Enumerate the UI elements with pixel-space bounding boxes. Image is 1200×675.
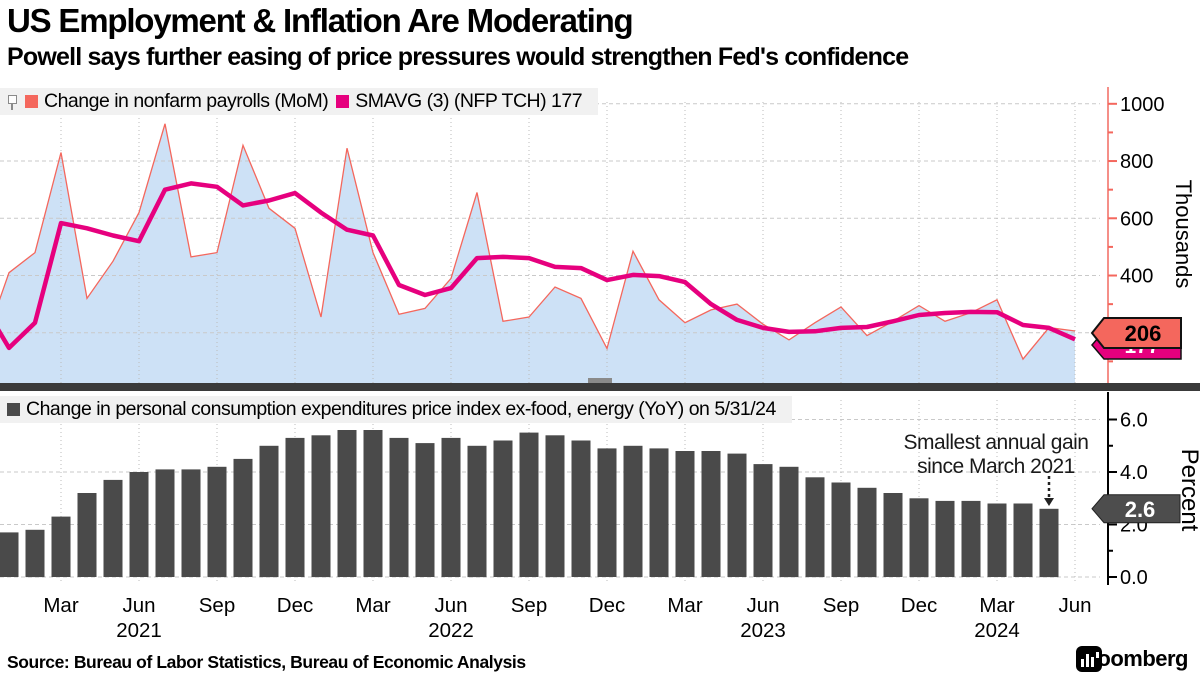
x-axis-month-label: Sep [822, 594, 860, 617]
y-axis-tick-label: 1000 [1120, 94, 1165, 116]
pce-bar [597, 448, 617, 577]
pce-bar [1039, 508, 1059, 578]
payrolls-value-badge-label: 206 [1125, 321, 1162, 346]
source-credit: Source: Bureau of Labor Statistics, Bure… [7, 652, 526, 672]
payrolls-legend-label: Change in nonfarm payrolls (MoM) [44, 90, 329, 112]
pce-bar [207, 466, 227, 578]
payrolls-value-badge [1090, 317, 1182, 349]
pce-bar [103, 479, 123, 577]
pce-bar [701, 451, 721, 577]
pce-legend: Change in personal consumption expenditu… [0, 396, 792, 423]
payrolls-area-fill [0, 123, 1075, 386]
pce-bar [883, 493, 903, 577]
pce-bar [675, 451, 695, 577]
x-axis-month-label: Jun [1058, 594, 1092, 617]
pce-bar [831, 482, 851, 577]
smavg-legend-label: SMAVG (3) (NFP TCH) 177 [355, 90, 583, 112]
smavg-line [0, 181, 1076, 351]
pce-bar [935, 500, 955, 577]
pce-bar [155, 469, 175, 577]
pce-bar [1013, 503, 1033, 577]
x-axis-month-label: Mar [667, 594, 703, 617]
pce-bar [753, 464, 773, 577]
x-axis-year-label: 2023 [740, 619, 786, 642]
pce-bar [571, 440, 591, 577]
pce-bar [311, 435, 331, 578]
pce-bar [0, 532, 19, 577]
x-axis-month-label: Jun [122, 594, 156, 617]
legend-item-smavg[interactable]: SMAVG (3) (NFP TCH) 177 [336, 90, 583, 113]
x-axis-month-label: Sep [198, 594, 236, 617]
pce-bar [857, 487, 877, 578]
pce-bar [285, 437, 305, 577]
y-axis-tick-label: 600 [1120, 208, 1153, 230]
pce-bar [545, 435, 565, 578]
x-axis-month-label: Dec [588, 594, 626, 617]
pce-bar [779, 466, 799, 578]
pce-swatch [7, 403, 20, 416]
pce-bar [961, 500, 981, 577]
annotation-line2: since March 2021 [917, 455, 1075, 478]
x-axis-month-label: Mar [355, 594, 391, 617]
smavg-swatch [336, 95, 350, 108]
pce-bar [805, 477, 825, 578]
legend-item-pce[interactable]: Change in personal consumption expenditu… [7, 398, 776, 421]
x-axis-month-label: Jun [746, 594, 780, 617]
pce-bar [649, 448, 669, 577]
divider-drag-handle[interactable] [588, 378, 612, 383]
panel-divider [0, 378, 1200, 391]
y-axis-tick-label: 6.0 [1120, 410, 1148, 432]
pce-bar [129, 472, 149, 577]
pce-value-badge-label: 2.6 [1125, 497, 1156, 522]
annotation-smallest-gain: Smallest annual gain since March 2021 [880, 431, 1112, 479]
pce-bar [25, 529, 45, 578]
bloomberg-terminal-icon [1076, 646, 1103, 672]
pce-bar [493, 440, 513, 577]
pce-value-badge [1091, 494, 1181, 524]
y-axis-tick-label: 4.0 [1120, 462, 1148, 484]
pce-bar [389, 437, 409, 577]
pce-bar [441, 437, 461, 577]
annotation-line1: Smallest annual gain [903, 431, 1089, 454]
pce-bar [181, 469, 201, 577]
x-axis-month-label: Mar [979, 594, 1015, 617]
y-axis-tick-label: 400 [1120, 266, 1153, 288]
payrolls-chart: 1000800600400200Thousands177206 [0, 87, 1196, 386]
y-axis-tick-label: 0.0 [1120, 567, 1148, 589]
pce-bar [363, 430, 383, 577]
y-axis-tick-label: 800 [1120, 151, 1153, 173]
pce-legend-label: Change in personal consumption expenditu… [26, 398, 776, 420]
pce-bar [467, 445, 487, 578]
x-axis-year-label: 2022 [428, 619, 474, 642]
pce-bar [727, 453, 747, 577]
payrolls-legend: Change in nonfarm payrolls (MoM) SMAVG (… [0, 88, 599, 115]
page-subtitle: Powell says further easing of price pres… [7, 43, 909, 71]
x-axis-month-label: Sep [510, 594, 548, 617]
pce-bar [77, 493, 97, 577]
pce-bar [987, 503, 1007, 577]
pce-bar [337, 430, 357, 577]
pce-bar [623, 445, 643, 578]
bloomberg-logo: Bloomberg [1076, 646, 1188, 672]
x-axis-month-label: Dec [900, 594, 938, 617]
x-axis-year-label: 2024 [974, 619, 1020, 642]
pce-bar [233, 458, 253, 577]
pce-bar [415, 443, 435, 577]
x-axis-month-label: Jun [434, 594, 468, 617]
x-axis-month-label: Mar [43, 594, 79, 617]
y-axis-unit-label: Thousands [1171, 180, 1196, 289]
pce-bar [909, 498, 929, 578]
legend-item-payrolls[interactable]: Change in nonfarm payrolls (MoM) [25, 90, 329, 113]
annotation-arrow-head [1044, 498, 1054, 506]
pce-bar [51, 516, 71, 577]
page-title: US Employment & Inflation Are Moderating [7, 2, 634, 39]
pce-bar [259, 445, 279, 578]
pce-bar [519, 432, 539, 577]
x-axis-year-label: 2021 [116, 619, 162, 642]
payrolls-swatch [25, 95, 38, 108]
pin-icon [7, 94, 17, 110]
x-axis-month-label: Dec [276, 594, 314, 617]
